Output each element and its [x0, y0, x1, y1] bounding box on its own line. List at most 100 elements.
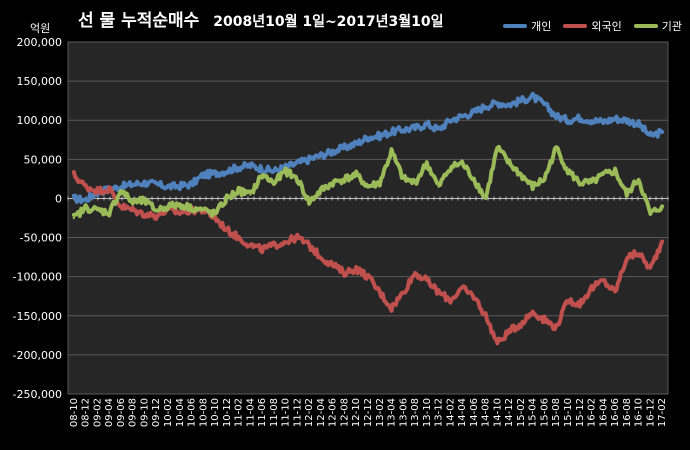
data-point-2-35 [484, 197, 487, 200]
data-point-1-47 [625, 255, 629, 259]
data-point-0-20 [307, 158, 311, 161]
data-point-1-50 [660, 240, 664, 243]
data-point-0-24 [355, 142, 358, 145]
data-point-0-44 [590, 119, 593, 122]
x-tick-label: 14-02 [445, 398, 456, 427]
data-point-2-41 [555, 146, 558, 149]
data-point-1-1 [84, 185, 87, 188]
data-point-0-14 [237, 165, 240, 169]
x-tick-label: 10-08 [198, 398, 209, 427]
data-point-2-46 [613, 169, 617, 173]
data-point-0-47 [625, 119, 629, 122]
y-axis-unit-label: 억원 [30, 22, 51, 35]
x-tick-label: 14-12 [504, 398, 515, 427]
data-point-1-2 [96, 189, 99, 192]
data-point-2-17 [272, 181, 276, 184]
data-point-2-28 [402, 177, 405, 181]
plot-area [67, 41, 669, 395]
data-point-2-44 [590, 181, 593, 184]
x-tick-label: 09-08 [128, 398, 139, 427]
chart-title-text: 선 물 누적순매수 [78, 11, 200, 31]
data-point-0-0 [72, 197, 76, 200]
x-tick-label: 12-08 [339, 398, 350, 427]
data-point-2-13 [225, 197, 229, 200]
data-point-2-21 [319, 189, 323, 192]
x-tick-label: 11-10 [281, 398, 292, 427]
x-tick-label: 12-12 [363, 398, 374, 427]
legend-label-institution: 기관 [661, 20, 682, 33]
data-point-2-15 [249, 193, 252, 196]
data-point-0-12 [213, 172, 217, 175]
x-tick-label: 15-12 [575, 398, 586, 427]
data-point-1-33 [460, 287, 464, 290]
data-point-2-2 [96, 208, 99, 212]
data-point-1-44 [590, 287, 593, 290]
x-tick-label: 15-10 [563, 398, 574, 427]
data-point-0-8 [166, 185, 170, 188]
x-tick-label: 10-10 [210, 398, 221, 427]
legend: 개인 외국인 기관 [503, 18, 682, 34]
data-point-2-8 [166, 205, 170, 208]
data-point-0-23 [343, 146, 346, 149]
x-tick-label: 08-10 [69, 398, 80, 427]
data-point-2-30 [425, 162, 429, 165]
y-tick-label: 50,000 [24, 153, 63, 166]
y-tick-label: 200,000 [17, 36, 63, 49]
data-point-0-27 [390, 130, 393, 134]
data-point-1-22 [331, 263, 334, 267]
x-tick-label: 13-10 [422, 398, 433, 427]
data-point-0-21 [319, 154, 323, 157]
data-point-2-4 [119, 189, 123, 192]
x-tick-label: 09-02 [92, 398, 103, 427]
data-point-1-3 [107, 187, 111, 191]
x-tick-label: 12-06 [328, 398, 339, 427]
x-tick-label: 15-06 [539, 398, 550, 427]
data-point-2-7 [155, 208, 158, 212]
data-point-1-7 [155, 214, 158, 217]
data-point-0-41 [555, 115, 558, 118]
chart-subtitle: 2008년10월 1일~2017년3월10일 [213, 14, 444, 30]
y-tick-label: -150,000 [13, 310, 62, 323]
data-point-2-48 [637, 177, 640, 181]
x-tick-label: 10-06 [187, 398, 198, 427]
x-tick-label: 12-04 [316, 398, 327, 427]
data-point-0-32 [449, 119, 452, 122]
data-point-0-16 [260, 167, 264, 170]
x-tick-label: 14-04 [457, 398, 468, 427]
data-point-1-9 [178, 211, 181, 214]
data-point-0-15 [249, 164, 252, 167]
data-point-2-43 [578, 181, 581, 184]
data-point-2-27 [390, 150, 393, 153]
data-point-1-23 [343, 271, 346, 274]
x-tick-label: 09-06 [116, 398, 127, 427]
data-point-0-37 [507, 103, 511, 106]
data-point-2-16 [260, 173, 264, 177]
data-point-0-9 [178, 184, 181, 188]
data-point-1-12 [213, 216, 217, 220]
y-tick-label: 0 [55, 192, 62, 205]
data-point-2-23 [343, 177, 346, 181]
data-point-2-1 [84, 206, 87, 210]
x-tick-label: 11-04 [245, 398, 256, 427]
x-tick-label: 14-10 [492, 398, 503, 427]
series-line-1 [71, 170, 665, 346]
data-point-1-17 [272, 244, 276, 247]
data-point-1-20 [307, 244, 311, 247]
data-point-0-6 [143, 181, 146, 184]
data-point-2-10 [190, 206, 193, 210]
legend-item-individual: 개인 [503, 18, 551, 34]
x-tick-label: 13-06 [398, 398, 409, 427]
legend-item-foreign: 외국인 [563, 18, 622, 34]
data-point-1-39 [531, 310, 534, 314]
data-point-0-4 [119, 185, 123, 188]
data-point-2-33 [460, 162, 464, 165]
data-point-2-5 [131, 201, 134, 204]
y-tick-label: 100,000 [17, 114, 63, 127]
data-point-0-35 [484, 104, 487, 108]
data-point-1-14 [237, 236, 240, 239]
data-point-2-49 [649, 212, 652, 216]
x-tick-label: 16-08 [622, 398, 633, 427]
y-tick-label: -200,000 [13, 349, 62, 362]
data-point-2-11 [202, 208, 205, 212]
data-point-0-45 [602, 120, 605, 123]
